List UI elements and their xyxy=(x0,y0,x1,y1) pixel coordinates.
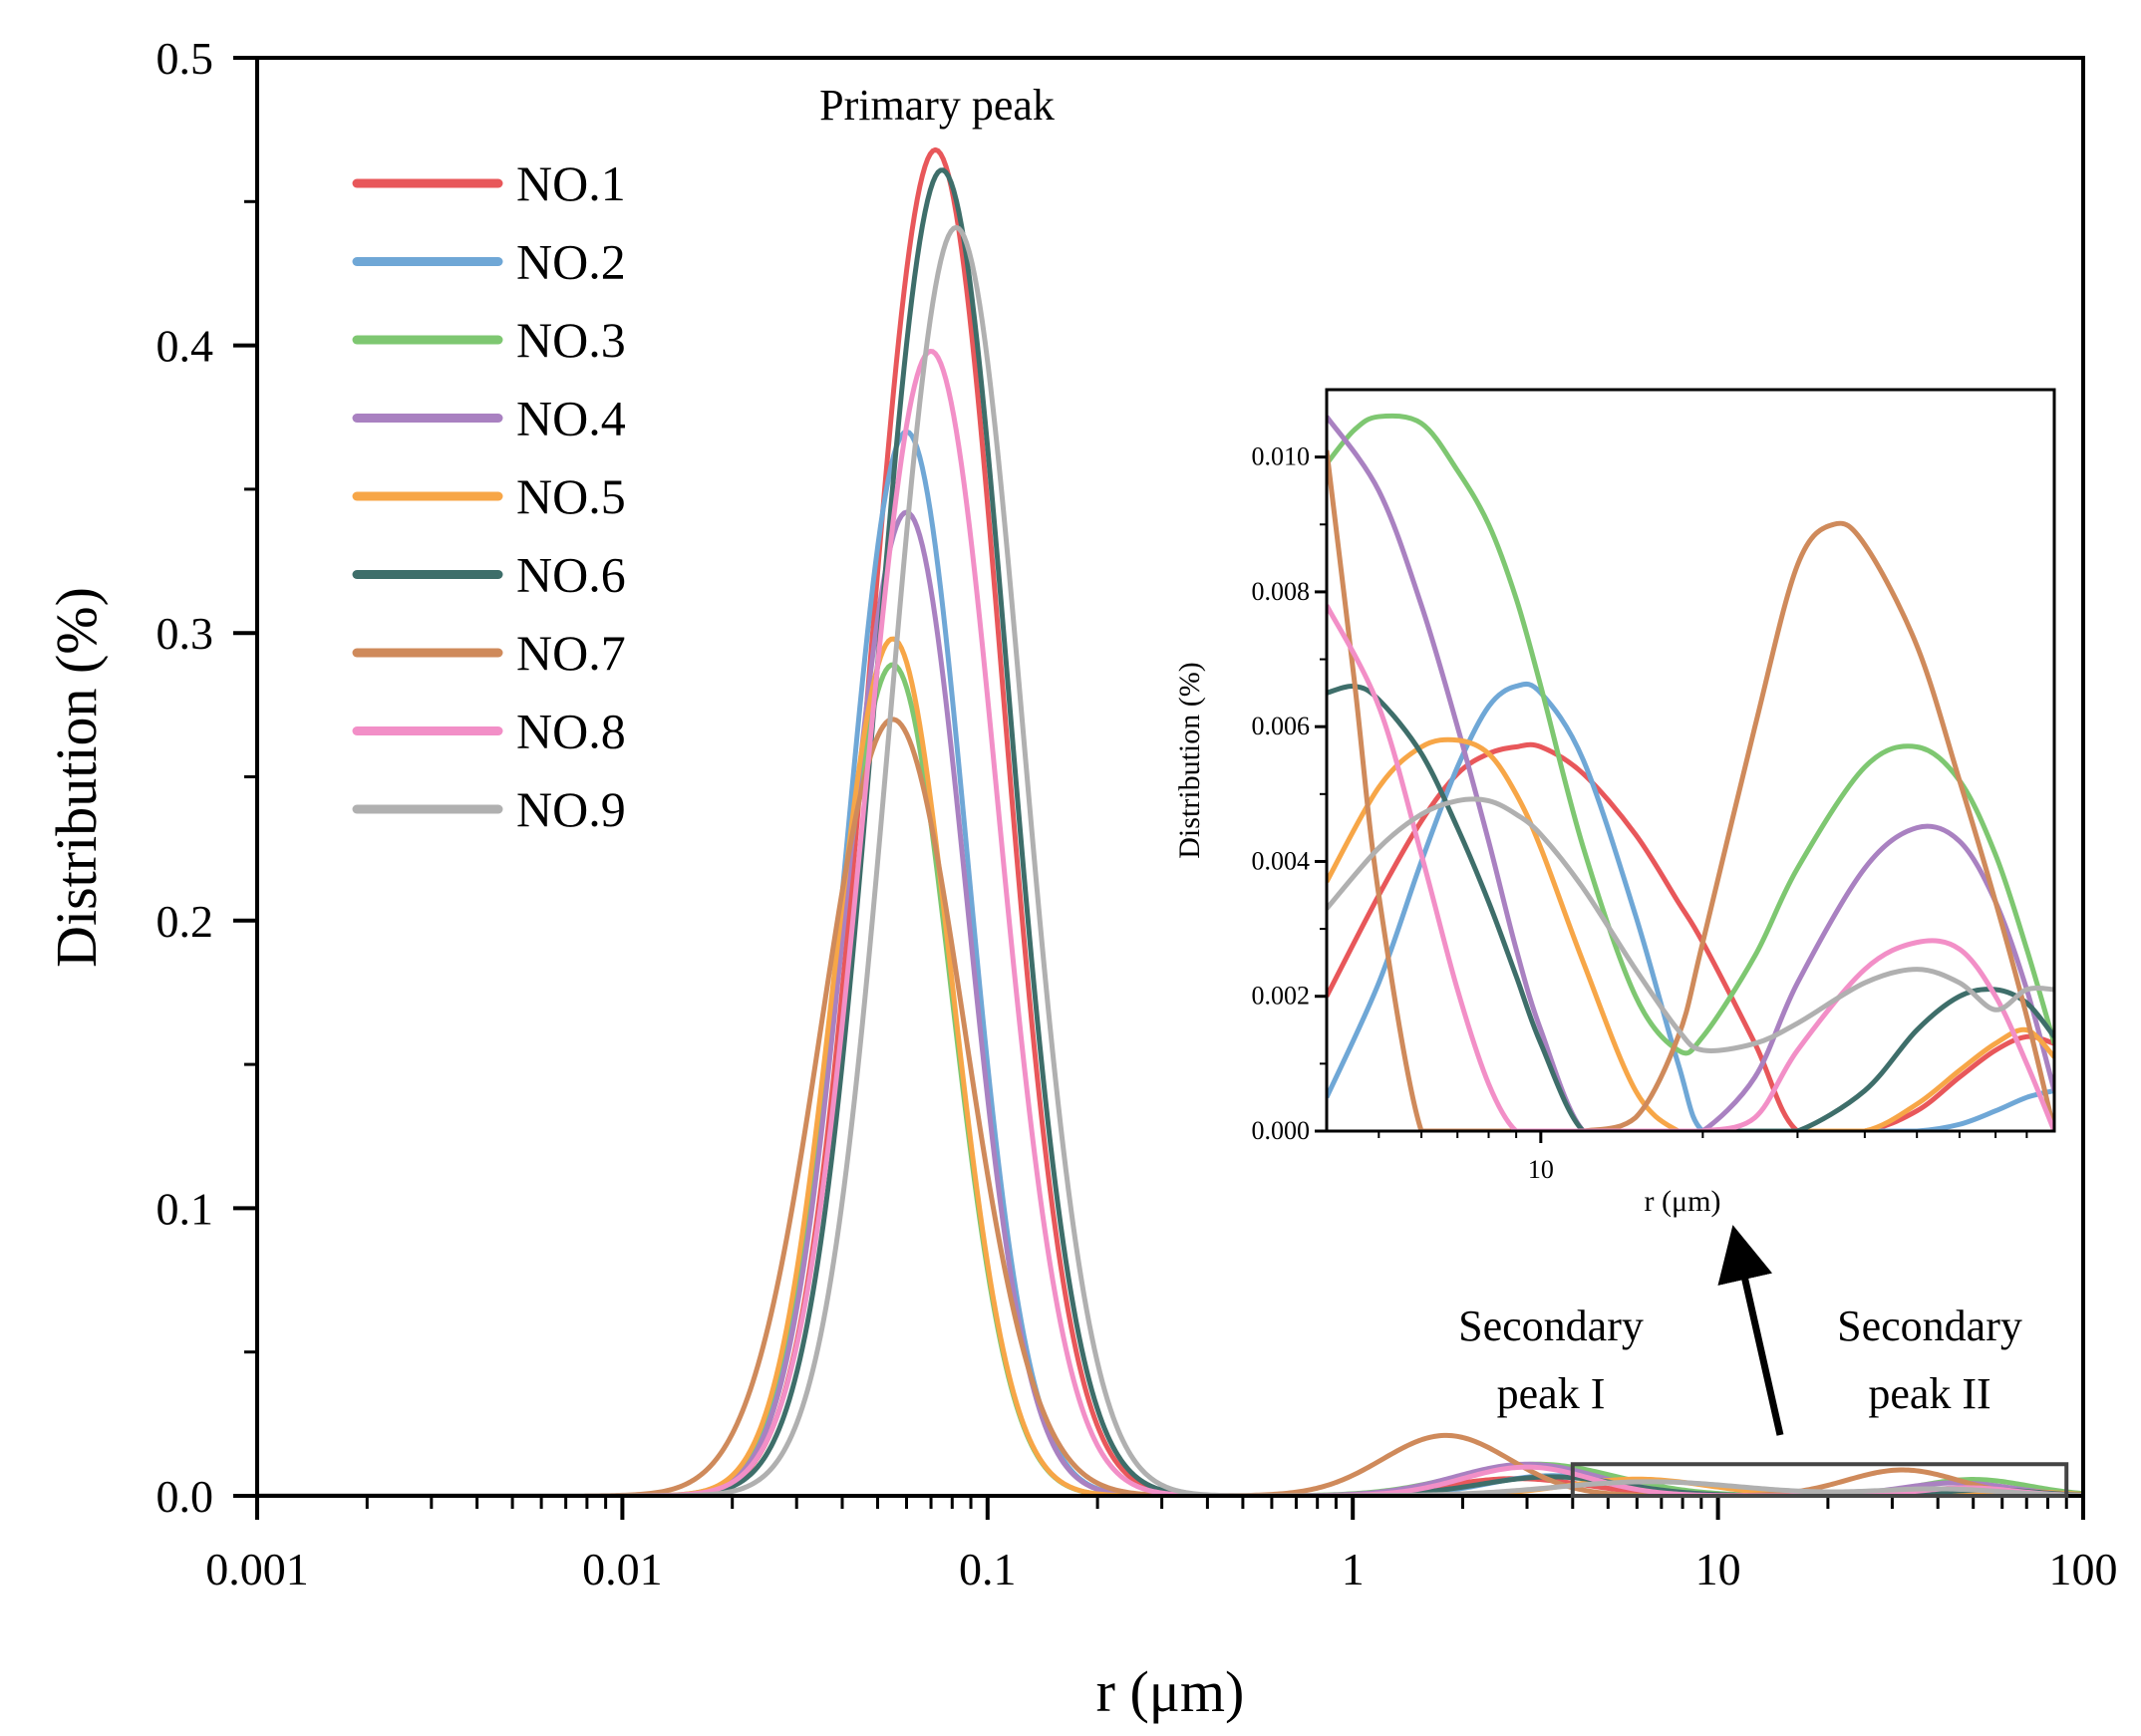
inset-y-tick-label: 0.006 xyxy=(1252,712,1311,740)
zoom-arrow xyxy=(1717,1225,1784,1436)
inset-y-axis-label: Distribution (%) xyxy=(1173,662,1206,858)
primary-peak-annotation: Primary peak xyxy=(819,81,1055,130)
inset-series-line-no4 xyxy=(1327,415,2054,1131)
legend-label-no9: NO.9 xyxy=(516,781,626,837)
inset-series-lines xyxy=(1327,413,2054,1131)
inset-tick-labels: 0.000 0.002 0.004 0.006 0.008 0.010 10 xyxy=(1252,442,1554,1184)
main-tick-labels: 0.001 0.01 0.1 1 10 100 0.0 0.1 0.2 0.3 0.4 0.5 xyxy=(156,33,2118,1594)
inset-x-tick-label: 10 xyxy=(1528,1155,1554,1184)
secondary-peak-ii-annotation-line2: peak II xyxy=(1868,1369,1990,1418)
main-x-tick-label: 0.01 xyxy=(582,1544,663,1594)
main-x-tick-label: 0.1 xyxy=(959,1544,1017,1594)
main-axis-ticks xyxy=(233,56,2085,1520)
main-x-axis-label: r (μm) xyxy=(1096,1659,1245,1724)
inset-y-tick-label: 0.002 xyxy=(1252,982,1311,1011)
legend-label-no7: NO.7 xyxy=(516,625,626,681)
legend-label-no4: NO.4 xyxy=(516,391,626,446)
main-x-tick-label: 0.001 xyxy=(205,1544,309,1594)
inset-y-tick-label: 0.008 xyxy=(1252,577,1311,606)
inset-series-line-no7 xyxy=(1327,449,2054,1131)
secondary-peak-ii-annotation-line1: Secondary xyxy=(1837,1302,2022,1350)
legend-label-no6: NO.6 xyxy=(516,547,626,603)
legend-label-no2: NO.2 xyxy=(516,234,626,290)
main-y-tick-label: 0.4 xyxy=(156,321,214,372)
inset-plot: 0.000 0.002 0.004 0.006 0.008 0.010 10 Distrib… xyxy=(1173,388,2056,1218)
legend-label-no1: NO.1 xyxy=(516,155,626,211)
main-series-line-no9 xyxy=(257,224,2083,1496)
legend-label-no8: NO.8 xyxy=(516,704,626,759)
legend-label-no3: NO.3 xyxy=(516,312,626,368)
inset-series-line-no6 xyxy=(1327,684,2054,1131)
inset-series-line-no8 xyxy=(1327,604,2054,1131)
main-plot-frame xyxy=(255,56,2085,1498)
inset-x-axis-label: r (μm) xyxy=(1645,1185,1721,1218)
secondary-peak-i-annotation-line2: peak I xyxy=(1497,1369,1606,1418)
inset-plot-frame xyxy=(1325,388,2056,1133)
main-plot: 0.001 0.01 0.1 1 10 100 0.0 0.1 0.2 0.3 0.4 0.5 Dis… xyxy=(44,33,2118,1724)
main-x-tick-label: 100 xyxy=(2049,1544,2118,1594)
legend: NO.1 NO.2 NO.3 NO.4 NO.5 NO.6 NO.7 NO.8 NO.9 xyxy=(352,155,626,837)
main-y-tick-label: 0.0 xyxy=(156,1471,214,1522)
inset-y-tick-label: 0.000 xyxy=(1252,1116,1311,1145)
zoom-region-box xyxy=(1570,1462,2069,1499)
main-x-tick-label: 10 xyxy=(1695,1544,1741,1594)
main-y-tick-label: 0.5 xyxy=(156,33,214,84)
main-x-tick-label: 1 xyxy=(1342,1544,1365,1594)
inset-background xyxy=(1327,390,2054,1131)
inset-y-tick-label: 0.010 xyxy=(1252,442,1311,471)
inset-series-line-no2 xyxy=(1327,681,2054,1131)
main-y-tick-label: 0.1 xyxy=(156,1183,214,1234)
secondary-peak-i-annotation-line1: Secondary xyxy=(1458,1302,1644,1350)
legend-label-no5: NO.5 xyxy=(516,468,626,524)
inset-y-tick-label: 0.004 xyxy=(1252,846,1311,875)
inset-series-line-no9 xyxy=(1327,796,2054,1053)
main-y-tick-label: 0.2 xyxy=(156,896,214,947)
main-y-axis-label: Distribution (%) xyxy=(44,587,109,968)
main-y-tick-label: 0.3 xyxy=(156,608,214,659)
inset-series-line-no5 xyxy=(1327,736,2054,1131)
